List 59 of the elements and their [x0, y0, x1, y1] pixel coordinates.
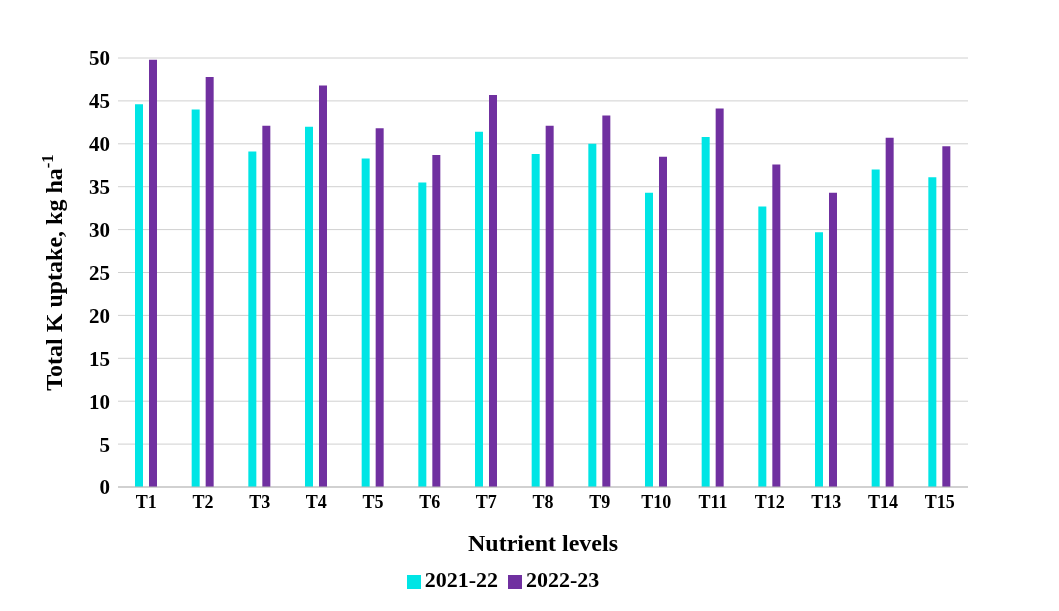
x-tick-label: T4 [305, 491, 327, 512]
x-tick-label: T8 [532, 491, 554, 512]
x-tick-label: T9 [589, 491, 611, 512]
x-tick-label: T7 [475, 491, 497, 512]
bar [319, 85, 327, 487]
bar [205, 76, 214, 487]
x-tick-label: T11 [698, 491, 728, 512]
bar [432, 154, 441, 487]
bar [871, 169, 880, 487]
y-tick-label: 10 [89, 389, 110, 414]
y-tick-label: 0 [99, 475, 110, 500]
x-tick-label: T10 [641, 491, 672, 512]
bar [588, 143, 597, 487]
y-tick-label: 5 [99, 432, 110, 457]
x-tick-label: T12 [754, 491, 785, 512]
bar [475, 131, 483, 487]
y-tick-label: 20 [89, 303, 110, 328]
bar [191, 109, 200, 487]
bar [418, 182, 427, 487]
bar [942, 146, 951, 487]
legend-label: 2021-22 [424, 567, 498, 592]
bar [489, 94, 497, 487]
y-tick-label: 25 [89, 260, 110, 285]
x-tick-label: T2 [192, 491, 214, 512]
y-tick-label: 50 [89, 46, 110, 71]
bar [659, 156, 667, 487]
x-tick-label: T1 [135, 491, 157, 512]
x-tick-label: T6 [419, 491, 441, 512]
x-axis-title: Nutrient levels [468, 530, 618, 556]
bar [262, 125, 271, 487]
bar [531, 154, 540, 487]
bar [361, 158, 370, 487]
bar [815, 232, 823, 487]
bar [928, 177, 937, 487]
bar [135, 104, 143, 487]
bar [545, 125, 554, 487]
bar [772, 164, 781, 487]
x-tick-label: T13 [811, 491, 842, 512]
x-tick-label: T14 [867, 491, 899, 512]
bar [375, 128, 384, 487]
bar [701, 136, 710, 487]
bar [715, 108, 724, 487]
y-tick-label: 30 [89, 218, 110, 243]
legend-label: 2022-23 [526, 567, 600, 592]
y-tick-label: 15 [89, 346, 110, 371]
bar [305, 126, 313, 487]
y-tick-label: 35 [89, 175, 110, 200]
x-tick-label: T3 [249, 491, 271, 512]
bar [645, 192, 653, 487]
bar [602, 115, 611, 487]
x-tick-label: T5 [362, 491, 384, 512]
bar [885, 137, 894, 487]
x-tick-label: T15 [924, 491, 955, 512]
bar [829, 192, 837, 487]
y-tick-label: 45 [89, 89, 110, 114]
bar [248, 151, 257, 487]
bar [149, 59, 157, 487]
bar [758, 206, 767, 487]
y-tick-label: 40 [89, 132, 110, 157]
